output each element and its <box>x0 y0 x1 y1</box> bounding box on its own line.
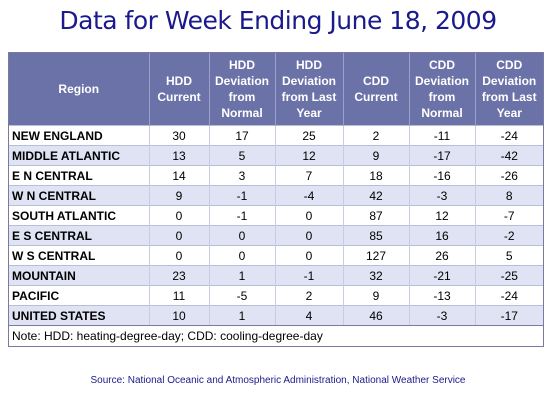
value-cell: -2 <box>474 225 543 246</box>
value-cell: 7 <box>274 165 343 186</box>
value-cell: 25 <box>274 125 343 146</box>
value-cell: 2 <box>342 125 409 146</box>
column-header-1: HDD Current <box>148 53 209 126</box>
region-cell: SOUTH ATLANTIC <box>9 205 149 226</box>
table-row: PACIFIC 11 -5 2 9 -13 -24 <box>9 285 543 306</box>
table-row: W S CENTRAL 0 0 0 127 26 5 <box>9 245 543 266</box>
value-cell: 14 <box>148 165 209 186</box>
value-cell: -17 <box>408 145 475 166</box>
table-row: UNITED STATES 10 1 4 46 -3 -17 <box>9 305 543 325</box>
value-cell: 30 <box>148 125 209 146</box>
value-cell: 12 <box>408 205 475 226</box>
value-cell: -1 <box>208 205 275 226</box>
value-cell: 87 <box>342 205 409 226</box>
value-cell: 5 <box>208 145 275 166</box>
value-cell: -3 <box>408 305 475 325</box>
column-header-3: HDD Deviation from Last Year <box>274 53 343 126</box>
value-cell: 8 <box>474 185 543 206</box>
value-cell: 3 <box>208 165 275 186</box>
table-row: NEW ENGLAND 30 17 25 2 -11 -24 <box>9 125 543 146</box>
value-cell: 23 <box>148 265 209 286</box>
value-cell: 0 <box>148 225 209 246</box>
value-cell: 9 <box>342 285 409 306</box>
table-row: SOUTH ATLANTIC 0 -1 0 87 12 -7 <box>9 205 543 226</box>
column-header-5: CDD Deviation from Normal <box>408 53 475 126</box>
value-cell: 2 <box>274 285 343 306</box>
table-note: Note: HDD: heating-degree-day; CDD: cool… <box>9 325 543 346</box>
value-cell: 18 <box>342 165 409 186</box>
value-cell: 9 <box>148 185 209 206</box>
value-cell: -21 <box>408 265 475 286</box>
value-cell: -25 <box>474 265 543 286</box>
value-cell: -13 <box>408 285 475 306</box>
region-cell: E N CENTRAL <box>9 165 149 186</box>
region-cell: E S CENTRAL <box>9 225 149 246</box>
value-cell: 32 <box>342 265 409 286</box>
column-header-2: HDD Deviation from Normal <box>208 53 275 126</box>
table-header-row: Region HDD Current HDD Deviation from Norm… <box>9 53 543 126</box>
column-header-0: Region <box>9 53 149 126</box>
value-cell: 10 <box>148 305 209 325</box>
value-cell: -7 <box>474 205 543 226</box>
value-cell: -26 <box>474 165 543 186</box>
column-header-4: CDD Current <box>342 53 409 126</box>
value-cell: 4 <box>274 305 343 325</box>
degree-day-table: Region HDD Current HDD Deviation from Norm… <box>9 53 543 325</box>
table-row: MOUNTAIN 23 1 -1 32 -21 -25 <box>9 265 543 286</box>
value-cell: -5 <box>208 285 275 306</box>
table-row: MIDDLE ATLANTIC 13 5 12 9 -17 -42 <box>9 145 543 166</box>
region-cell: W S CENTRAL <box>9 245 149 266</box>
value-cell: 0 <box>274 245 343 266</box>
region-cell: MOUNTAIN <box>9 265 149 286</box>
region-cell: MIDDLE ATLANTIC <box>9 145 149 166</box>
value-cell: -42 <box>474 145 543 166</box>
value-cell: 13 <box>148 145 209 166</box>
value-cell: 9 <box>342 145 409 166</box>
value-cell: 16 <box>408 225 475 246</box>
value-cell: 26 <box>408 245 475 266</box>
value-cell: 0 <box>208 225 275 246</box>
region-cell: PACIFIC <box>9 285 149 306</box>
value-cell: -1 <box>274 265 343 286</box>
value-cell: 0 <box>274 225 343 246</box>
table-row: E S CENTRAL 0 0 0 85 16 -2 <box>9 225 543 246</box>
region-cell: NEW ENGLAND <box>9 125 149 146</box>
source-note: Source: National Oceanic and Atmospheric… <box>90 375 466 386</box>
value-cell: 12 <box>274 145 343 166</box>
value-cell: 0 <box>148 245 209 266</box>
table-row: W N CENTRAL 9 -1 -4 42 -3 8 <box>9 185 543 206</box>
value-cell: 85 <box>342 225 409 246</box>
value-cell: -17 <box>474 305 543 325</box>
value-cell: 0 <box>274 205 343 226</box>
value-cell: -24 <box>474 125 543 146</box>
value-cell: 42 <box>342 185 409 206</box>
value-cell: 0 <box>148 205 209 226</box>
value-cell: 0 <box>208 245 275 266</box>
value-cell: 1 <box>208 265 275 286</box>
value-cell: 17 <box>208 125 275 146</box>
value-cell: -11 <box>408 125 475 146</box>
table-row: E N CENTRAL 14 3 7 18 -16 -26 <box>9 165 543 186</box>
value-cell: 46 <box>342 305 409 325</box>
chart-title: Data for Week Ending June 18, 2009 <box>59 6 497 35</box>
value-cell: 11 <box>148 285 209 306</box>
value-cell: -24 <box>474 285 543 306</box>
value-cell: 5 <box>474 245 543 266</box>
table-body: NEW ENGLAND 30 17 25 2 -11 -24 MIDDLE ATLANTIC 1… <box>9 125 543 325</box>
value-cell: -4 <box>274 185 343 206</box>
value-cell: -16 <box>408 165 475 186</box>
region-cell: UNITED STATES <box>9 305 149 325</box>
value-cell: 1 <box>208 305 275 325</box>
value-cell: -3 <box>408 185 475 206</box>
value-cell: -1 <box>208 185 275 206</box>
value-cell: 127 <box>342 245 409 266</box>
region-cell: W N CENTRAL <box>9 185 149 206</box>
column-header-6: CDD Deviation from Last Year <box>474 53 543 126</box>
data-table-container: Region HDD Current HDD Deviation from Norm… <box>8 52 544 347</box>
